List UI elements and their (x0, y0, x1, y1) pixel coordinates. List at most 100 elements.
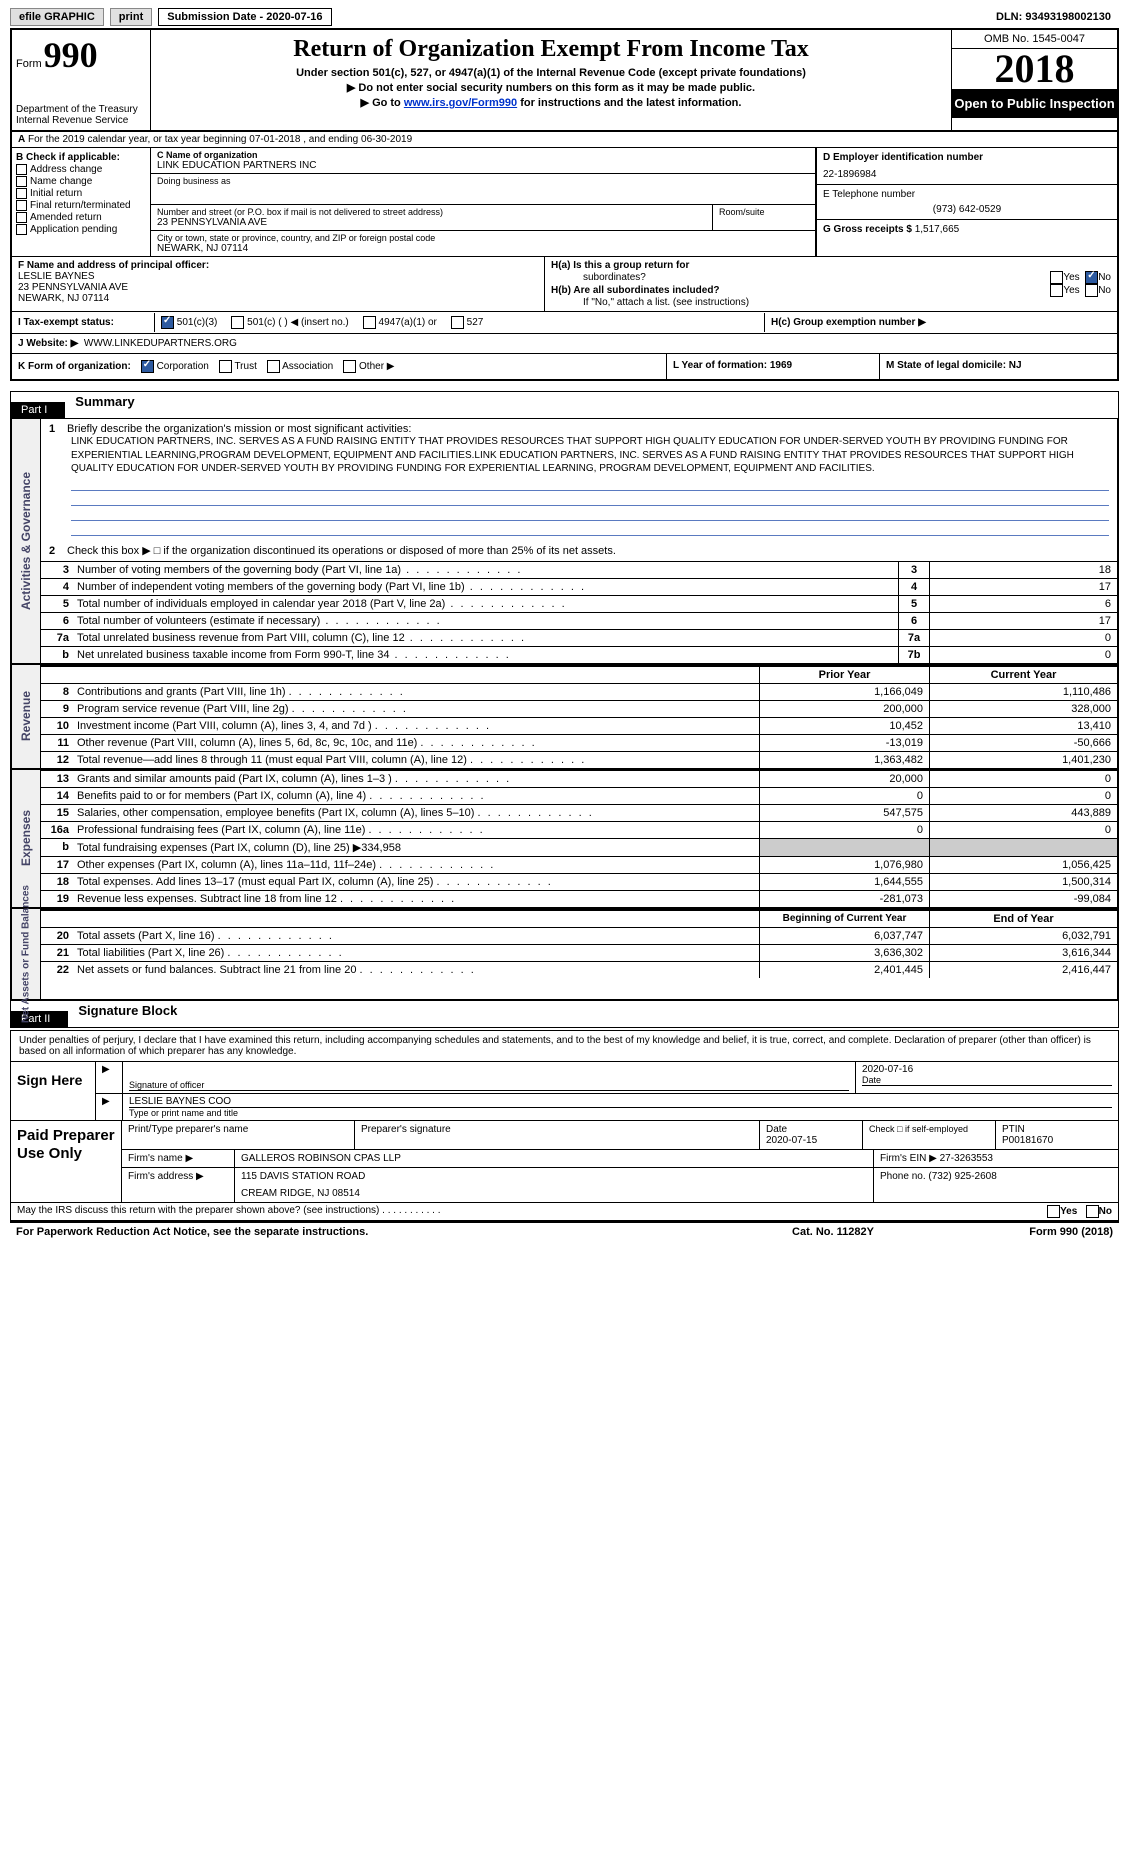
py-14: 0 (759, 788, 929, 804)
line-a-period: A For the 2019 calendar year, or tax yea… (10, 132, 1119, 148)
form-header: Form 990 Department of the Treasury Inte… (10, 28, 1119, 132)
cy-20: 6,032,791 (929, 928, 1117, 944)
phone-value: (973) 642-0529 (823, 204, 1111, 215)
gov-value-7b: 0 (929, 647, 1117, 663)
submission-date: Submission Date - 2020-07-16 (158, 8, 331, 26)
checkbox-name-change[interactable] (16, 176, 27, 187)
trust-checkbox[interactable] (219, 360, 232, 373)
ptin-value: P00181670 (1002, 1135, 1053, 1146)
header-sub3-pre: ▶ Go to (361, 97, 404, 109)
checkbox-final-return[interactable] (16, 200, 27, 211)
header-sub1: Under section 501(c), 527, or 4947(a)(1)… (161, 67, 941, 79)
py-16a: 0 (759, 822, 929, 838)
print-button[interactable]: print (110, 8, 152, 26)
checkbox-amended[interactable] (16, 212, 27, 223)
501c3-checkbox[interactable] (161, 316, 174, 329)
other-checkbox[interactable] (343, 360, 356, 373)
org-address: 23 PENNSYLVANIA AVE (157, 217, 706, 228)
cat-no: Cat. No. 11282Y (733, 1226, 933, 1238)
org-city: NEWARK, NJ 07114 (157, 243, 809, 254)
preparer-date: 2020-07-15 (766, 1135, 817, 1146)
side-expenses: Expenses (19, 810, 33, 866)
firm-address1: 115 DAVIS STATION ROAD (241, 1171, 867, 1182)
cy-14: 0 (929, 788, 1117, 804)
py-18: 1,644,555 (759, 874, 929, 890)
section-de: D Employer identification number 22-1896… (816, 148, 1117, 256)
top-bar: efile GRAPHIC print Submission Date - 20… (10, 8, 1119, 26)
gov-value-4: 17 (929, 579, 1117, 595)
hb-no-checkbox[interactable] (1085, 284, 1098, 297)
gross-receipts: 1,517,665 (915, 224, 960, 235)
discuss-yes-checkbox[interactable] (1047, 1205, 1060, 1218)
discuss-no-checkbox[interactable] (1086, 1205, 1099, 1218)
ha-no-checkbox[interactable] (1085, 271, 1098, 284)
ha-yes-checkbox[interactable] (1050, 271, 1063, 284)
beginning-year-header: Beginning of Current Year (759, 911, 929, 927)
cy-17: 1,056,425 (929, 857, 1117, 873)
cy-18: 1,500,314 (929, 874, 1117, 890)
hb-yes-checkbox[interactable] (1050, 284, 1063, 297)
officer-print-name: LESLIE BAYNES COO (129, 1096, 1112, 1107)
py-21: 3,636,302 (759, 945, 929, 961)
checkbox-initial-return[interactable] (16, 188, 27, 199)
checkbox-application[interactable] (16, 224, 27, 235)
py-19: -281,073 (759, 891, 929, 907)
cy-8: 1,110,486 (929, 684, 1117, 700)
sign-here-label: Sign Here (11, 1062, 96, 1120)
py-10: 10,452 (759, 718, 929, 734)
form-label: Form (16, 58, 42, 70)
sign-date: 2020-07-16 (862, 1064, 1112, 1075)
paid-preparer-label: Paid Preparer Use Only (11, 1121, 122, 1202)
pra-notice: For Paperwork Reduction Act Notice, see … (16, 1226, 733, 1238)
penalty-statement: Under penalties of perjury, I declare th… (11, 1031, 1118, 1062)
form990-link[interactable]: www.irs.gov/Form990 (404, 97, 517, 109)
cy-22: 2,416,447 (929, 962, 1117, 978)
cy-19: -99,084 (929, 891, 1117, 907)
4947-checkbox[interactable] (363, 316, 376, 329)
firm-name: GALLEROS ROBINSON CPAS LLP (235, 1150, 874, 1167)
org-name: LINK EDUCATION PARTNERS INC (157, 160, 809, 171)
527-checkbox[interactable] (451, 316, 464, 329)
cy-16a: 0 (929, 822, 1117, 838)
part1-label: Part I (11, 402, 65, 418)
prior-year-header: Prior Year (759, 667, 929, 683)
side-net-assets: Net Assets or Fund Balances (21, 884, 32, 1022)
form-number: 990 (44, 34, 98, 76)
py-11: -13,019 (759, 735, 929, 751)
cy-12: 1,401,230 (929, 752, 1117, 768)
gov-value-5: 6 (929, 596, 1117, 612)
part2-title: Signature Block (68, 1001, 1118, 1027)
firm-address2: CREAM RIDGE, NJ 08514 (241, 1188, 867, 1199)
dln-number: DLN: 93493198002130 (996, 11, 1119, 23)
dept-treasury: Department of the Treasury (16, 104, 146, 115)
officer-name: LESLIE BAYNES (18, 271, 538, 282)
website-url: WWW.LINKEDUPARTNERS.ORG (84, 338, 237, 349)
section-c-name: C Name of organization LINK EDUCATION PA… (151, 148, 816, 256)
py-15: 547,575 (759, 805, 929, 821)
assoc-checkbox[interactable] (267, 360, 280, 373)
cy-10: 13,410 (929, 718, 1117, 734)
tax-year: 2018 (952, 49, 1117, 90)
header-sub3-post: for instructions and the latest informat… (517, 97, 741, 109)
py-20: 6,037,747 (759, 928, 929, 944)
gov-value-6: 17 (929, 613, 1117, 629)
checkbox-address-change[interactable] (16, 164, 27, 175)
cy-b (929, 839, 1117, 856)
firm-ein: 27-3263553 (940, 1153, 993, 1164)
py-22: 2,401,445 (759, 962, 929, 978)
part1-title: Summary (65, 392, 1118, 418)
py-9: 200,000 (759, 701, 929, 717)
firm-phone: (732) 925-2608 (928, 1171, 996, 1182)
header-sub2: ▶ Do not enter social security numbers o… (161, 81, 941, 94)
cy-13: 0 (929, 771, 1117, 787)
py-12: 1,363,482 (759, 752, 929, 768)
cy-9: 328,000 (929, 701, 1117, 717)
gov-value-3: 18 (929, 562, 1117, 578)
py-b (759, 839, 929, 856)
py-13: 20,000 (759, 771, 929, 787)
efile-label: efile GRAPHIC (10, 8, 104, 26)
corp-checkbox[interactable] (141, 360, 154, 373)
py-17: 1,076,980 (759, 857, 929, 873)
501c-checkbox[interactable] (231, 316, 244, 329)
side-governance: Activities & Governance (19, 472, 33, 610)
